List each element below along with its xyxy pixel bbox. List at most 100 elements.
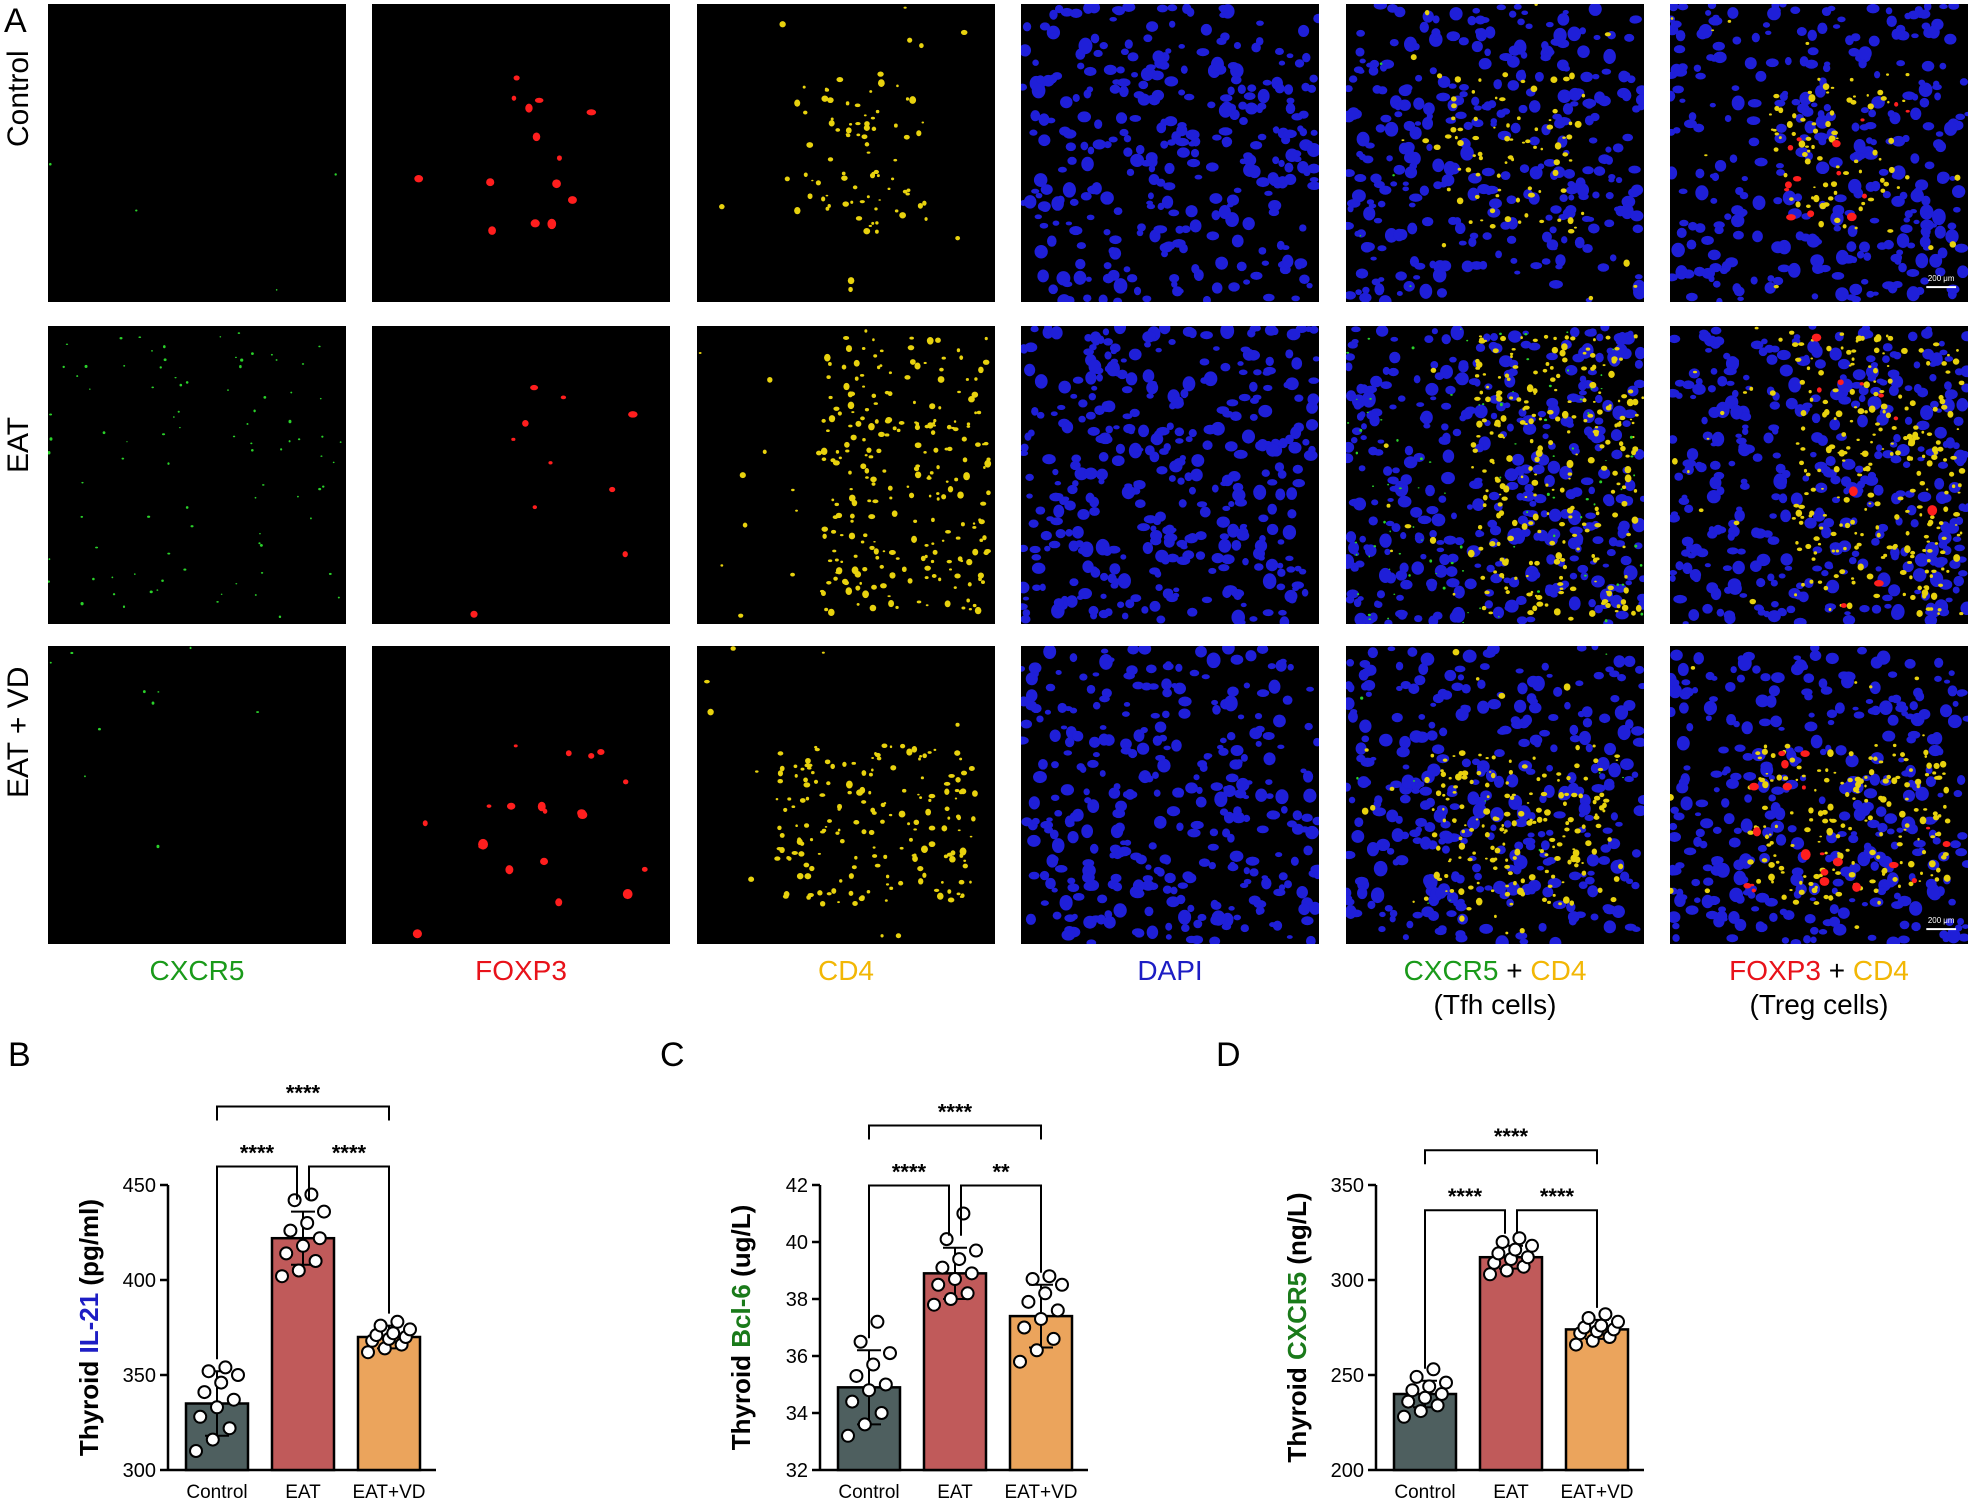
cxcr5-signal — [157, 691, 160, 693]
nucleus — [1346, 353, 1356, 361]
nucleus — [1710, 770, 1723, 778]
nucleus — [1419, 283, 1433, 299]
cd4-signal — [1805, 543, 1812, 550]
cd4-signal — [944, 806, 950, 812]
cd4-signal — [939, 367, 944, 372]
nucleus — [1682, 459, 1697, 468]
foxp3-signal — [1786, 214, 1796, 221]
cd4-signal — [1917, 585, 1923, 591]
cxcr5-signal — [1484, 800, 1487, 802]
cd4-signal — [1533, 370, 1538, 375]
nucleus — [1637, 593, 1644, 603]
cd4-signal — [928, 494, 932, 498]
nucleus — [1383, 466, 1393, 476]
nucleus — [1593, 34, 1601, 41]
nucleus — [1957, 917, 1965, 926]
nucleus — [1514, 841, 1524, 851]
cd4-signal — [1562, 357, 1568, 363]
cd4-signal — [937, 376, 945, 383]
cd4-signal — [928, 793, 936, 799]
cd4-signal — [1509, 396, 1514, 400]
cd4-signal — [931, 574, 937, 579]
nucleus — [1301, 588, 1309, 597]
cd4-signal — [828, 120, 835, 127]
nucleus — [1211, 421, 1225, 436]
nucleus — [1348, 75, 1358, 83]
nucleus — [1218, 564, 1230, 572]
nucleus — [1776, 349, 1791, 361]
nucleus — [1488, 341, 1499, 351]
cd4-signal — [1872, 149, 1878, 156]
nucleus — [1051, 761, 1059, 769]
cd4-signal — [1761, 748, 1768, 755]
cd4-signal — [1864, 819, 1868, 822]
nucleus — [1735, 433, 1742, 438]
nucleus — [1417, 781, 1425, 788]
nucleus — [1209, 936, 1221, 944]
nucleus — [1061, 420, 1074, 434]
cd4-signal — [900, 743, 906, 749]
nucleus — [1896, 827, 1904, 833]
cd4-signal — [1578, 793, 1584, 799]
cd4-signal — [856, 133, 861, 137]
cd4-signal — [777, 779, 784, 784]
nucleus — [1760, 762, 1774, 778]
nucleus — [1894, 257, 1902, 265]
foxp3-signal — [488, 226, 496, 235]
nucleus — [1441, 471, 1455, 485]
cd4-signal — [1698, 508, 1704, 513]
cd4-signal — [874, 752, 881, 758]
nucleus — [1672, 934, 1680, 942]
nucleus — [1917, 446, 1925, 452]
nucleus — [1303, 845, 1313, 856]
nucleus — [1602, 563, 1610, 568]
nucleus — [1202, 295, 1211, 302]
cd4-signal — [1782, 776, 1789, 781]
cd4-signal — [1818, 220, 1824, 228]
cd4-signal — [1873, 391, 1879, 397]
nucleus — [1520, 51, 1528, 59]
cd4-signal — [1808, 94, 1816, 103]
cd4-signal — [1556, 842, 1563, 847]
nucleus — [1245, 856, 1260, 866]
cxcr5-signal — [134, 573, 136, 576]
nucleus — [1630, 210, 1644, 222]
cd4-signal — [1801, 774, 1806, 778]
cd4-signal — [841, 364, 847, 370]
cd4-signal — [1549, 837, 1556, 842]
cd4-signal — [855, 216, 863, 221]
nucleus — [1496, 4, 1506, 11]
cxcr5-signal — [321, 435, 324, 438]
nucleus — [1930, 223, 1938, 228]
cd4-signal — [1944, 490, 1949, 495]
nucleus — [1814, 359, 1826, 369]
nucleus — [1701, 416, 1708, 425]
cxcr5-signal — [322, 485, 325, 488]
nucleus — [1772, 452, 1781, 459]
cd4-signal — [946, 424, 952, 430]
cd4-signal — [1907, 561, 1913, 565]
nucleus — [1893, 351, 1902, 360]
cxcr5-signal — [1566, 331, 1569, 334]
cd4-signal — [1497, 433, 1504, 439]
cd4-signal — [1467, 549, 1475, 558]
cd4-signal — [1887, 378, 1893, 384]
cd4-signal — [1856, 438, 1860, 442]
cd4-signal — [1957, 483, 1962, 488]
cd4-signal — [1496, 390, 1503, 396]
nucleus — [1776, 481, 1787, 490]
nucleus — [1794, 746, 1804, 753]
nucleus — [1708, 406, 1721, 418]
cd4-signal — [833, 406, 840, 411]
cd4-signal — [949, 568, 952, 571]
nucleus — [1149, 600, 1161, 612]
nucleus — [1393, 164, 1406, 175]
cd4-signal — [922, 753, 927, 759]
nucleus — [1934, 426, 1947, 439]
nucleus — [1148, 165, 1156, 173]
nucleus — [1855, 465, 1864, 473]
nucleus — [1878, 168, 1889, 176]
foxp3-signal — [470, 610, 478, 618]
nucleus — [1946, 928, 1961, 944]
cd4-signal — [1926, 432, 1933, 436]
